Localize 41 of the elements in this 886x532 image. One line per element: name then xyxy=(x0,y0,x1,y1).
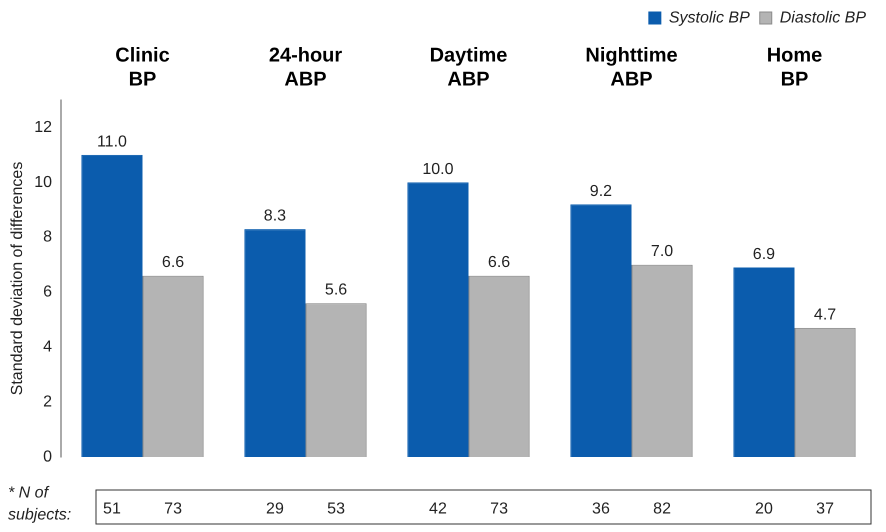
data-label: 9.2 xyxy=(590,182,612,200)
bar xyxy=(407,182,468,457)
y-tick-label: 4 xyxy=(43,338,52,356)
x-tick-label: Clinic BP xyxy=(115,44,170,91)
y-tick-label: 12 xyxy=(34,118,52,136)
y-tick-label: 0 xyxy=(43,448,52,466)
text: 51 xyxy=(103,500,121,518)
y-tick-label: 6 xyxy=(43,284,52,301)
text: 82 xyxy=(653,500,672,518)
bar xyxy=(244,229,306,457)
data-label: 4.7 xyxy=(814,306,836,324)
data-label: 6.9 xyxy=(752,246,776,263)
data-label: 6.6 xyxy=(162,254,184,272)
x-tick-label: Daytime ABP xyxy=(430,44,508,91)
y-axis-title: Standard deviation of differences xyxy=(9,162,26,396)
y-tick-label: 2 xyxy=(43,393,52,410)
x-tick-label: 24-hour ABP xyxy=(268,44,342,91)
data-label: 7.0 xyxy=(650,243,674,260)
data-label: 6.6 xyxy=(488,254,510,272)
text: 36 xyxy=(592,500,610,518)
text: 37 xyxy=(816,500,834,518)
bar xyxy=(570,204,632,457)
text: 20 xyxy=(755,500,773,518)
bar xyxy=(733,268,794,457)
y-tick-label: 8 xyxy=(43,228,52,246)
data-label: 10.0 xyxy=(422,160,454,178)
text: 53 xyxy=(327,500,346,518)
bar xyxy=(81,154,142,457)
data-label: 8.3 xyxy=(264,207,286,224)
text: 73 xyxy=(490,500,508,518)
text: 73 xyxy=(164,500,182,518)
legend-label: Diastolic BP xyxy=(780,9,866,26)
x-tick-label: Home BP xyxy=(766,44,822,91)
x-tick-label: Nighttime ABP xyxy=(585,44,678,91)
legend-label: Systolic BP xyxy=(668,9,750,26)
data-label: 11.0 xyxy=(96,133,128,150)
text: 42 xyxy=(429,500,447,518)
text: 29 xyxy=(266,500,284,518)
text: * N of subjects: xyxy=(8,484,72,524)
y-tick-label: 10 xyxy=(34,174,52,191)
data-label: 5.6 xyxy=(324,282,348,299)
